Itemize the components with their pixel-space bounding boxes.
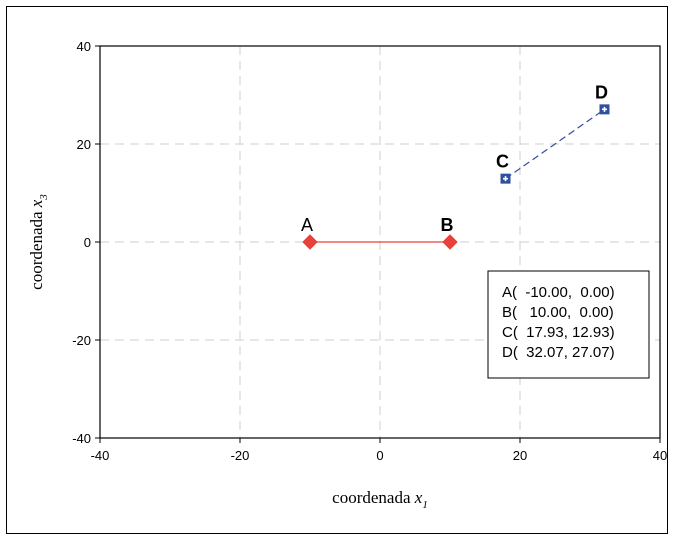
chart-frame [6, 6, 668, 534]
y-axis-title-text: coordenada [27, 207, 46, 290]
x-axis-title-sub: 1 [422, 499, 428, 511]
x-tick-label-2: 0 [376, 448, 383, 463]
legend-line-a: A( -10.00, 0.00) [502, 284, 615, 301]
x-axis-title-text: coordenada [332, 488, 415, 507]
x-axis-title: coordenada x1 [332, 488, 428, 511]
point-d-label: D [595, 82, 608, 102]
series-1: CD [496, 82, 610, 184]
point-a-label: A [301, 215, 313, 235]
legend-line-b: B( 10.00, 0.00) [502, 304, 614, 321]
point-c-label: C [496, 152, 509, 172]
series-layer: A BCD [301, 82, 610, 250]
x-tick-label-0: -40 [91, 448, 110, 463]
y-axis-ticks: -40 -20 0 20 40 [72, 39, 100, 446]
point-d-marker-cross [601, 106, 607, 112]
point-a-marker [302, 234, 318, 250]
y-axis-title-sub: 3 [38, 194, 50, 201]
series-1-segment-0 [505, 108, 605, 180]
x-tick-label-4: 40 [653, 448, 667, 463]
y-axis-title: coordenada x3 [27, 194, 50, 290]
y-tick-label-0: -40 [72, 431, 91, 446]
point-c-marker-cross [503, 176, 509, 182]
x-axis-title-var: x [414, 488, 423, 507]
y-tick-label-2: 0 [84, 235, 91, 250]
y-axis-title-var: x [27, 199, 46, 208]
point-b-label: B [441, 215, 454, 235]
y-tick-label-3: 20 [77, 137, 91, 152]
x-tick-label-1: -20 [231, 448, 250, 463]
legend-line-c: C( 17.93, 12.93) [502, 324, 615, 341]
coordinates-legend: A( -10.00, 0.00) B( 10.00, 0.00) C( 17.9… [487, 270, 650, 379]
x-tick-label-3: 20 [513, 448, 527, 463]
point-b-marker [442, 234, 458, 250]
y-tick-label-4: 40 [77, 39, 91, 54]
x-axis-ticks: -40 -20 0 20 40 [91, 438, 667, 463]
legend-box [487, 270, 650, 379]
y-tick-label-1: -20 [72, 333, 91, 348]
legend-line-d: D( 32.07, 27.07) [502, 344, 615, 361]
